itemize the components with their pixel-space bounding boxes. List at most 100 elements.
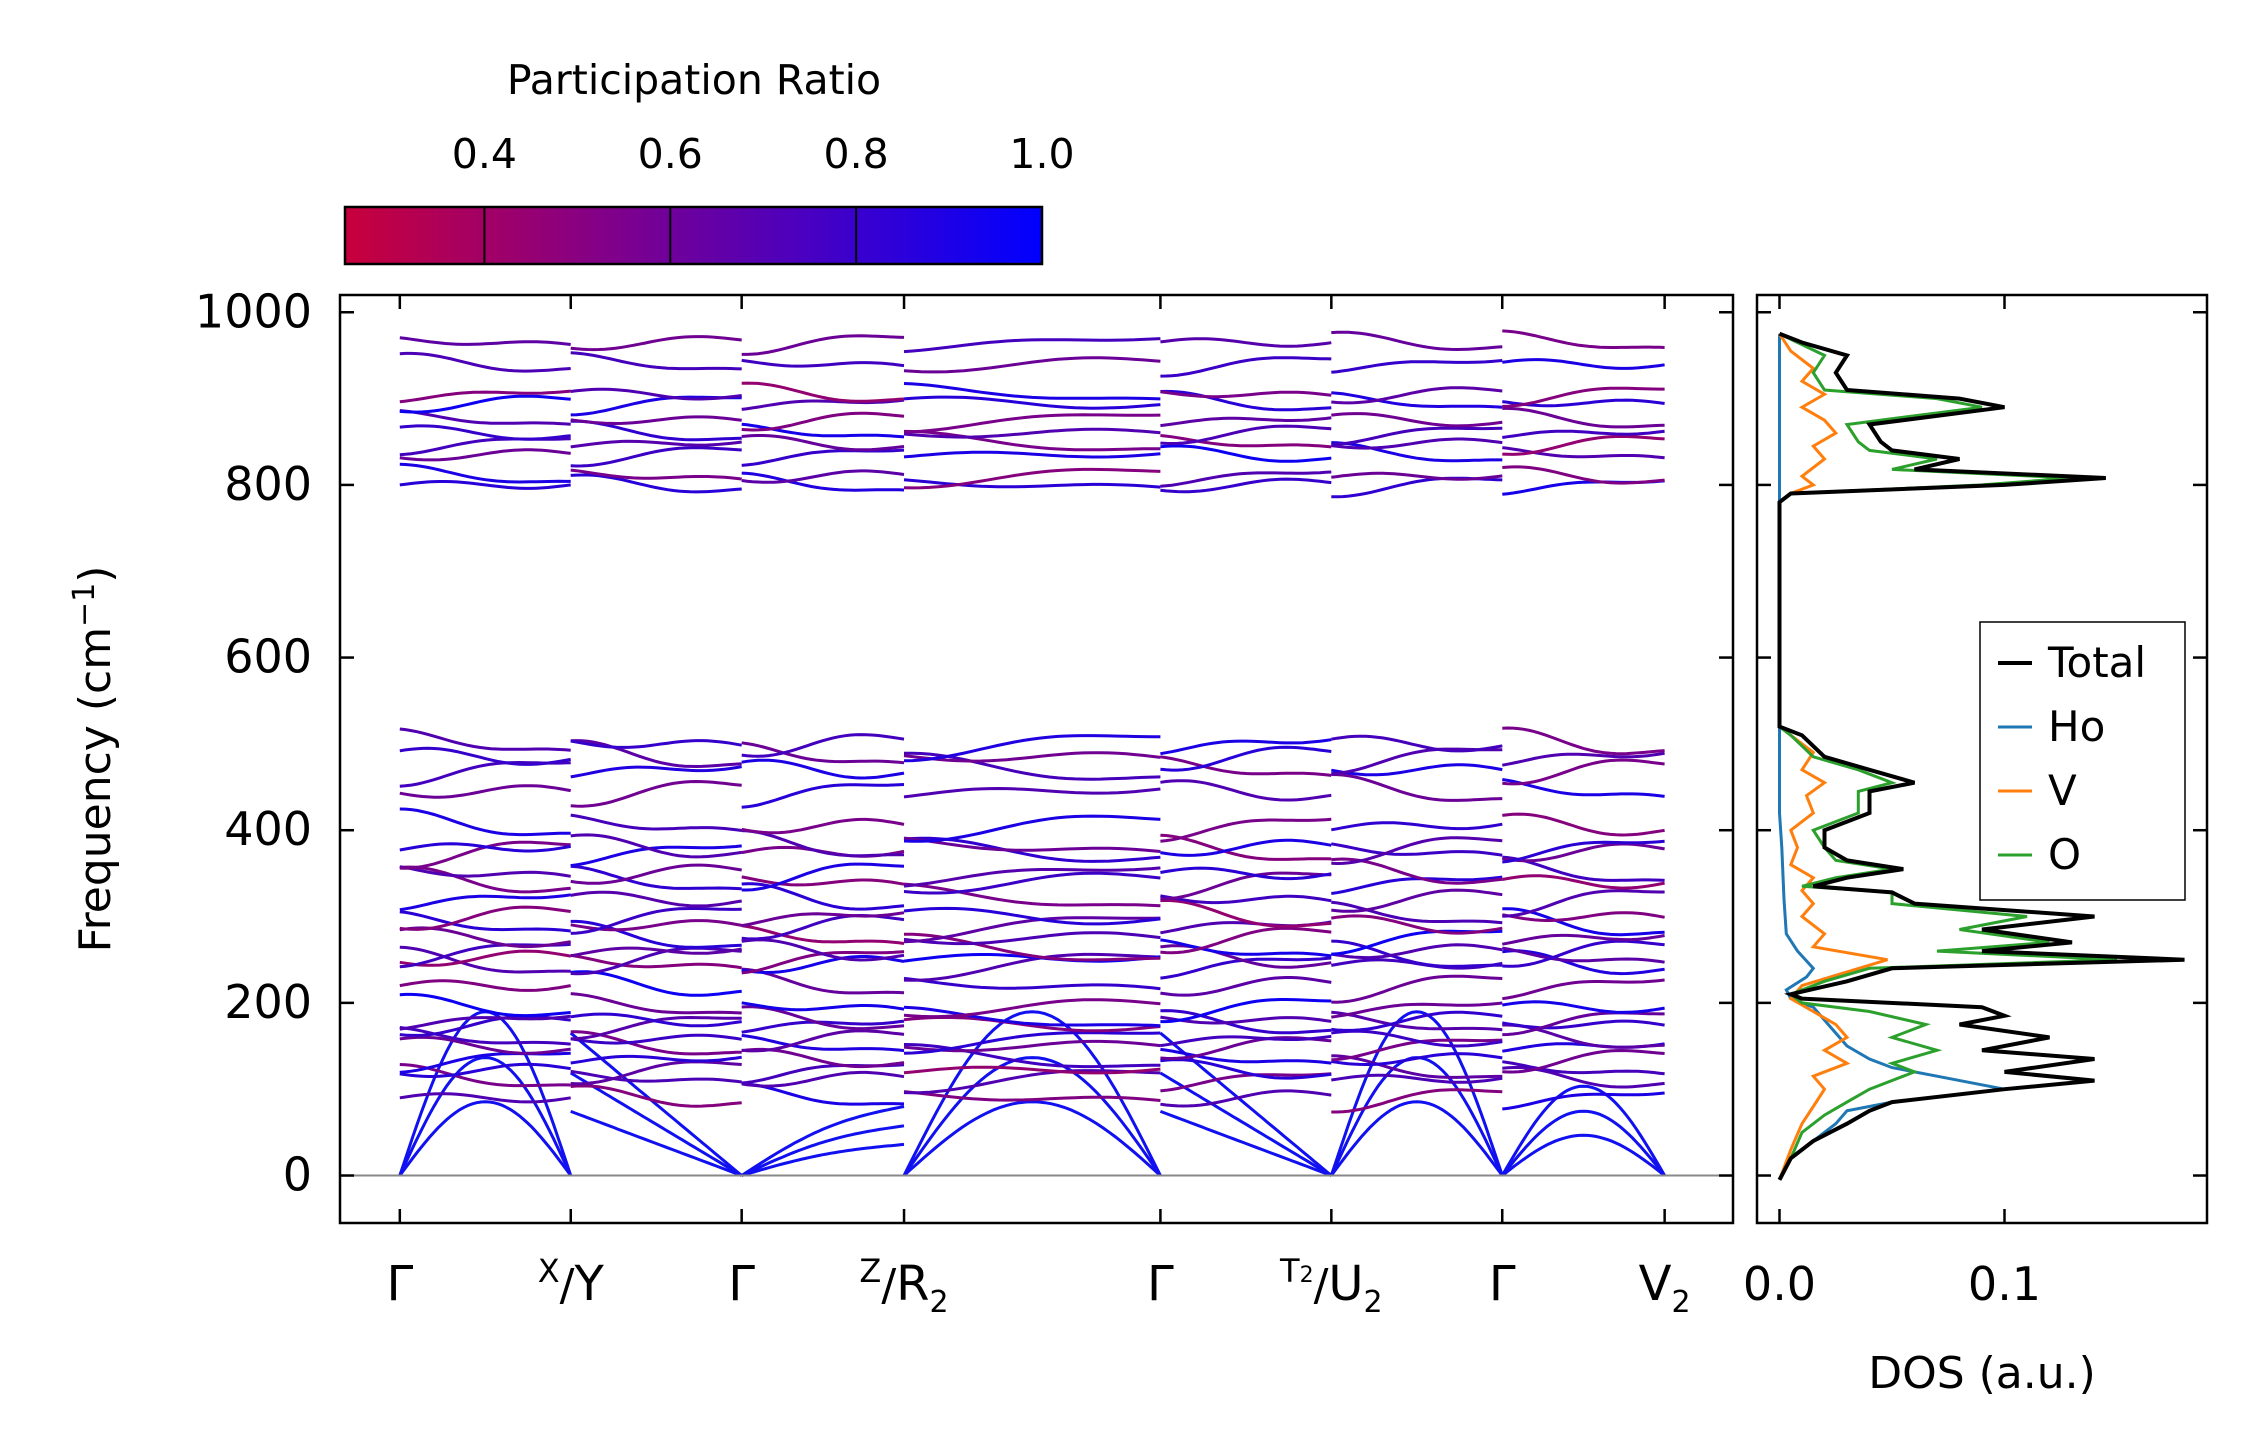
optical-band: [1331, 359, 1503, 374]
band-structure-panel: 0 200 400 600 800 1000 Γ X/Y Γ Z/R2 Γ T2/U2 Γ V2 Fre…: [67, 284, 2207, 1320]
optical-band: [1502, 726, 1665, 756]
optical-band: [1160, 817, 1332, 843]
optical-band: [1160, 976, 1332, 997]
optical-band: [399, 949, 571, 967]
optical-band: [1331, 437, 1503, 450]
optical-band: [903, 1069, 1161, 1095]
optical-band: [1160, 337, 1332, 348]
acoustic-band: [902, 1056, 1162, 1177]
optical-band: [741, 817, 905, 835]
optical-band: [903, 814, 1161, 843]
optical-band: [903, 931, 1161, 946]
optical-band: [1160, 998, 1332, 1024]
dos-x-tick-label: 0.0: [1743, 1257, 1816, 1311]
optical-band: [903, 1031, 1161, 1055]
optical-band: [1160, 1089, 1332, 1108]
optical-band: [570, 890, 742, 908]
optical-band: [1331, 471, 1503, 481]
optical-band: [1502, 939, 1665, 968]
optical-band: [570, 1069, 742, 1084]
optical-band: [1331, 821, 1503, 832]
optical-band: [399, 336, 571, 346]
optical-band: [741, 1047, 905, 1069]
optical-band: [570, 415, 742, 426]
optical-band: [1502, 1048, 1665, 1074]
optical-band: [399, 945, 571, 974]
optical-band: [570, 1012, 742, 1028]
acoustic-band: [1501, 1133, 1666, 1177]
optical-band: [570, 779, 742, 808]
optical-band: [1331, 1010, 1503, 1032]
optical-band: [1502, 1066, 1665, 1089]
dos-series-v: [1778, 332, 1888, 1181]
optical-band: [1502, 1023, 1665, 1049]
optical-band: [1160, 389, 1332, 412]
optical-band: [741, 358, 905, 368]
optical-band: [570, 992, 742, 1015]
optical-band: [1331, 1029, 1503, 1048]
optical-band: [399, 1014, 571, 1031]
optical-band: [570, 387, 742, 401]
optical-band: [399, 784, 571, 799]
optical-band: [399, 351, 571, 373]
optical-band: [1160, 871, 1332, 901]
optical-band: [741, 334, 905, 356]
optical-band: [399, 905, 571, 931]
optical-band: [1331, 386, 1503, 405]
y-tick-label: 600: [224, 630, 312, 684]
acoustic-band: [740, 1105, 905, 1177]
kpoint-label: Γ: [1147, 1256, 1174, 1312]
kpoint-label: Γ: [1489, 1256, 1516, 1312]
optical-band: [1160, 416, 1332, 428]
optical-band: [1502, 874, 1665, 890]
optical-band: [399, 746, 571, 766]
optical-band: [1331, 412, 1503, 428]
optical-band: [1160, 1058, 1332, 1080]
optical-band: [903, 467, 1161, 490]
optical-band: [903, 356, 1161, 374]
y-axis-label: Frequency (cm−1): [67, 566, 121, 953]
optical-band: [1502, 949, 1665, 976]
optical-band: [1160, 1015, 1332, 1025]
optical-band: [903, 998, 1161, 1019]
optical-band: [399, 409, 571, 426]
optical-band: [741, 398, 905, 411]
optical-band: [1502, 778, 1665, 798]
dos-panel: 0.0 0.1 DOS (a.u.) Total Ho VO: [1743, 293, 2209, 1399]
optical-band: [399, 1026, 571, 1046]
optical-band: [1160, 779, 1332, 802]
legend-label: Ho: [2048, 702, 2105, 751]
optical-band: [399, 760, 571, 788]
acoustic-band: [1330, 1100, 1504, 1177]
dos-frame: [1755, 293, 2209, 1225]
optical-band: [741, 1029, 905, 1053]
optical-band: [1160, 938, 1332, 958]
colorbar-title: Participation Ratio: [507, 56, 881, 104]
optical-band: [741, 741, 905, 765]
optical-band: [903, 906, 1161, 926]
optical-band: [399, 807, 571, 837]
optical-band: [1502, 386, 1665, 408]
optical-band: [1502, 933, 1665, 946]
optical-band: [741, 938, 905, 962]
colorbar-tick-label: 0.4: [452, 130, 517, 178]
optical-band: [1331, 773, 1503, 802]
acoustic-band: [569, 1031, 743, 1177]
optical-band: [903, 413, 1161, 434]
optical-band: [399, 1062, 571, 1078]
optical-band: [1331, 391, 1503, 409]
optical-band: [399, 842, 571, 853]
optical-band: [1331, 943, 1503, 960]
optical-band: [1331, 441, 1503, 463]
acoustic-band: [1329, 1010, 1504, 1176]
optical-band: [903, 1005, 1161, 1028]
optical-band: [903, 916, 1161, 944]
optical-band: [399, 424, 571, 441]
optical-band: [1502, 812, 1665, 837]
optical-band: [570, 1054, 742, 1065]
optical-band: [1502, 1019, 1665, 1030]
optical-band: [570, 970, 742, 997]
optical-band: [903, 1043, 1161, 1069]
optical-band: [1160, 838, 1332, 857]
optical-band: [1331, 842, 1503, 857]
